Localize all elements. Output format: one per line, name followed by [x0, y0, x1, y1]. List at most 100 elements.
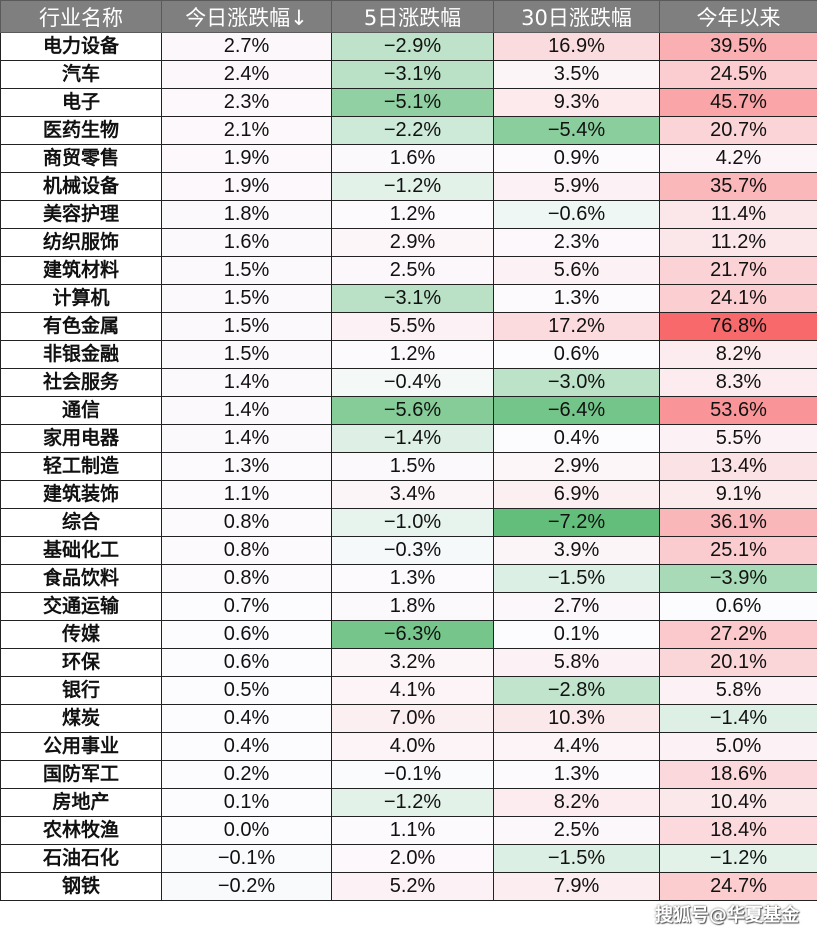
30day-change-cell: 2.5% — [493, 816, 660, 845]
table-row: 农林牧渔 0.0% 1.1% 2.5% 18.4% — [0, 816, 817, 845]
table-row: 综合 0.8% −1.0% −7.2% 36.1% — [0, 508, 817, 537]
today-change-cell: 0.2% — [161, 760, 332, 789]
table-row: 计算机 1.5% −3.1% 1.3% 24.1% — [0, 284, 817, 313]
30day-change-cell: 9.3% — [493, 88, 660, 117]
table-row: 交通运输 0.7% 1.8% 2.7% 0.6% — [0, 592, 817, 621]
header-5day-change[interactable]: 5日涨跌幅 — [331, 0, 494, 33]
industry-performance-table: 行业名称 今日涨跌幅↓ 5日涨跌幅 30日涨跌幅 今年以来 电力设备 2.7% −2… — [0, 0, 817, 901]
today-change-cell: 2.7% — [161, 32, 332, 61]
header-today-change[interactable]: 今日涨跌幅↓ — [161, 0, 332, 33]
table-row: 建筑材料 1.5% 2.5% 5.6% 21.7% — [0, 256, 817, 285]
ytd-change-cell: 5.5% — [659, 424, 817, 453]
table-row: 传媒 0.6% −6.3% 0.1% 27.2% — [0, 620, 817, 649]
ytd-change-cell: 5.8% — [659, 676, 817, 705]
5day-change-cell: −0.4% — [331, 368, 494, 397]
30day-change-cell: 1.3% — [493, 760, 660, 789]
30day-change-cell: 4.4% — [493, 732, 660, 761]
ytd-change-cell: 11.4% — [659, 200, 817, 229]
watermark: 搜狐号@华夏基金 — [655, 905, 799, 926]
industry-name-cell: 机械设备 — [0, 172, 162, 201]
industry-name-cell: 基础化工 — [0, 536, 162, 565]
ytd-change-cell: 24.7% — [659, 872, 817, 901]
table-row: 房地产 0.1% −1.2% 8.2% 10.4% — [0, 788, 817, 817]
today-change-cell: 1.3% — [161, 452, 332, 481]
table-row: 轻工制造 1.3% 1.5% 2.9% 13.4% — [0, 452, 817, 481]
today-change-cell: 0.0% — [161, 816, 332, 845]
30day-change-cell: −3.0% — [493, 368, 660, 397]
ytd-change-cell: −1.4% — [659, 704, 817, 733]
today-change-cell: 0.8% — [161, 564, 332, 593]
today-change-cell: 0.1% — [161, 788, 332, 817]
today-change-cell: 1.8% — [161, 200, 332, 229]
today-change-cell: 2.3% — [161, 88, 332, 117]
today-change-cell: 1.9% — [161, 172, 332, 201]
table-row: 钢铁 −0.2% 5.2% 7.9% 24.7% — [0, 872, 817, 901]
30day-change-cell: 5.9% — [493, 172, 660, 201]
today-change-cell: −0.2% — [161, 872, 332, 901]
ytd-change-cell: 20.1% — [659, 648, 817, 677]
ytd-change-cell: 21.7% — [659, 256, 817, 285]
ytd-change-cell: 4.2% — [659, 144, 817, 173]
header-industry[interactable]: 行业名称 — [0, 0, 162, 33]
today-change-cell: 1.4% — [161, 368, 332, 397]
table-row: 电子 2.3% −5.1% 9.3% 45.7% — [0, 88, 817, 117]
5day-change-cell: 1.8% — [331, 592, 494, 621]
industry-name-cell: 交通运输 — [0, 592, 162, 621]
table-row: 非银金融 1.5% 1.2% 0.6% 8.2% — [0, 340, 817, 369]
today-change-cell: 0.6% — [161, 620, 332, 649]
30day-change-cell: 1.3% — [493, 284, 660, 313]
5day-change-cell: 2.0% — [331, 844, 494, 873]
5day-change-cell: −1.4% — [331, 424, 494, 453]
today-change-cell: 0.4% — [161, 704, 332, 733]
5day-change-cell: −2.2% — [331, 116, 494, 145]
today-change-cell: 0.8% — [161, 536, 332, 565]
ytd-change-cell: 0.6% — [659, 592, 817, 621]
30day-change-cell: 0.1% — [493, 620, 660, 649]
table-row: 医药生物 2.1% −2.2% −5.4% 20.7% — [0, 116, 817, 145]
table-row: 美容护理 1.8% 1.2% −0.6% 11.4% — [0, 200, 817, 229]
industry-name-cell: 纺织服饰 — [0, 228, 162, 257]
30day-change-cell: 0.4% — [493, 424, 660, 453]
industry-name-cell: 钢铁 — [0, 872, 162, 901]
5day-change-cell: −5.1% — [331, 88, 494, 117]
table-row: 商贸零售 1.9% 1.6% 0.9% 4.2% — [0, 144, 817, 173]
ytd-change-cell: 53.6% — [659, 396, 817, 425]
today-change-cell: 2.1% — [161, 116, 332, 145]
ytd-change-cell: −1.2% — [659, 844, 817, 873]
30day-change-cell: −5.4% — [493, 116, 660, 145]
table-row: 有色金属 1.5% 5.5% 17.2% 76.8% — [0, 312, 817, 341]
industry-name-cell: 有色金属 — [0, 312, 162, 341]
table-row: 社会服务 1.4% −0.4% −3.0% 8.3% — [0, 368, 817, 397]
table-row: 基础化工 0.8% −0.3% 3.9% 25.1% — [0, 536, 817, 565]
30day-change-cell: 5.8% — [493, 648, 660, 677]
table-row: 通信 1.4% −5.6% −6.4% 53.6% — [0, 396, 817, 425]
ytd-change-cell: 24.1% — [659, 284, 817, 313]
5day-change-cell: 4.0% — [331, 732, 494, 761]
industry-name-cell: 轻工制造 — [0, 452, 162, 481]
30day-change-cell: −6.4% — [493, 396, 660, 425]
industry-name-cell: 石油石化 — [0, 844, 162, 873]
5day-change-cell: −1.2% — [331, 788, 494, 817]
industry-name-cell: 电子 — [0, 88, 162, 117]
industry-name-cell: 公用事业 — [0, 732, 162, 761]
today-change-cell: 2.4% — [161, 60, 332, 89]
30day-change-cell: 6.9% — [493, 480, 660, 509]
header-ytd-change[interactable]: 今年以来 — [659, 0, 817, 33]
ytd-change-cell: 18.4% — [659, 816, 817, 845]
30day-change-cell: 0.6% — [493, 340, 660, 369]
header-30day-change[interactable]: 30日涨跌幅 — [493, 0, 660, 33]
header-row: 行业名称 今日涨跌幅↓ 5日涨跌幅 30日涨跌幅 今年以来 — [0, 0, 817, 33]
today-change-cell: 1.4% — [161, 396, 332, 425]
ytd-change-cell: 24.5% — [659, 60, 817, 89]
today-change-cell: 1.6% — [161, 228, 332, 257]
5day-change-cell: −3.1% — [331, 60, 494, 89]
industry-name-cell: 食品饮料 — [0, 564, 162, 593]
30day-change-cell: 3.5% — [493, 60, 660, 89]
industry-name-cell: 通信 — [0, 396, 162, 425]
30day-change-cell: 8.2% — [493, 788, 660, 817]
table-row: 机械设备 1.9% −1.2% 5.9% 35.7% — [0, 172, 817, 201]
today-change-cell: 1.5% — [161, 256, 332, 285]
ytd-change-cell: 13.4% — [659, 452, 817, 481]
5day-change-cell: −1.0% — [331, 508, 494, 537]
ytd-change-cell: 20.7% — [659, 116, 817, 145]
